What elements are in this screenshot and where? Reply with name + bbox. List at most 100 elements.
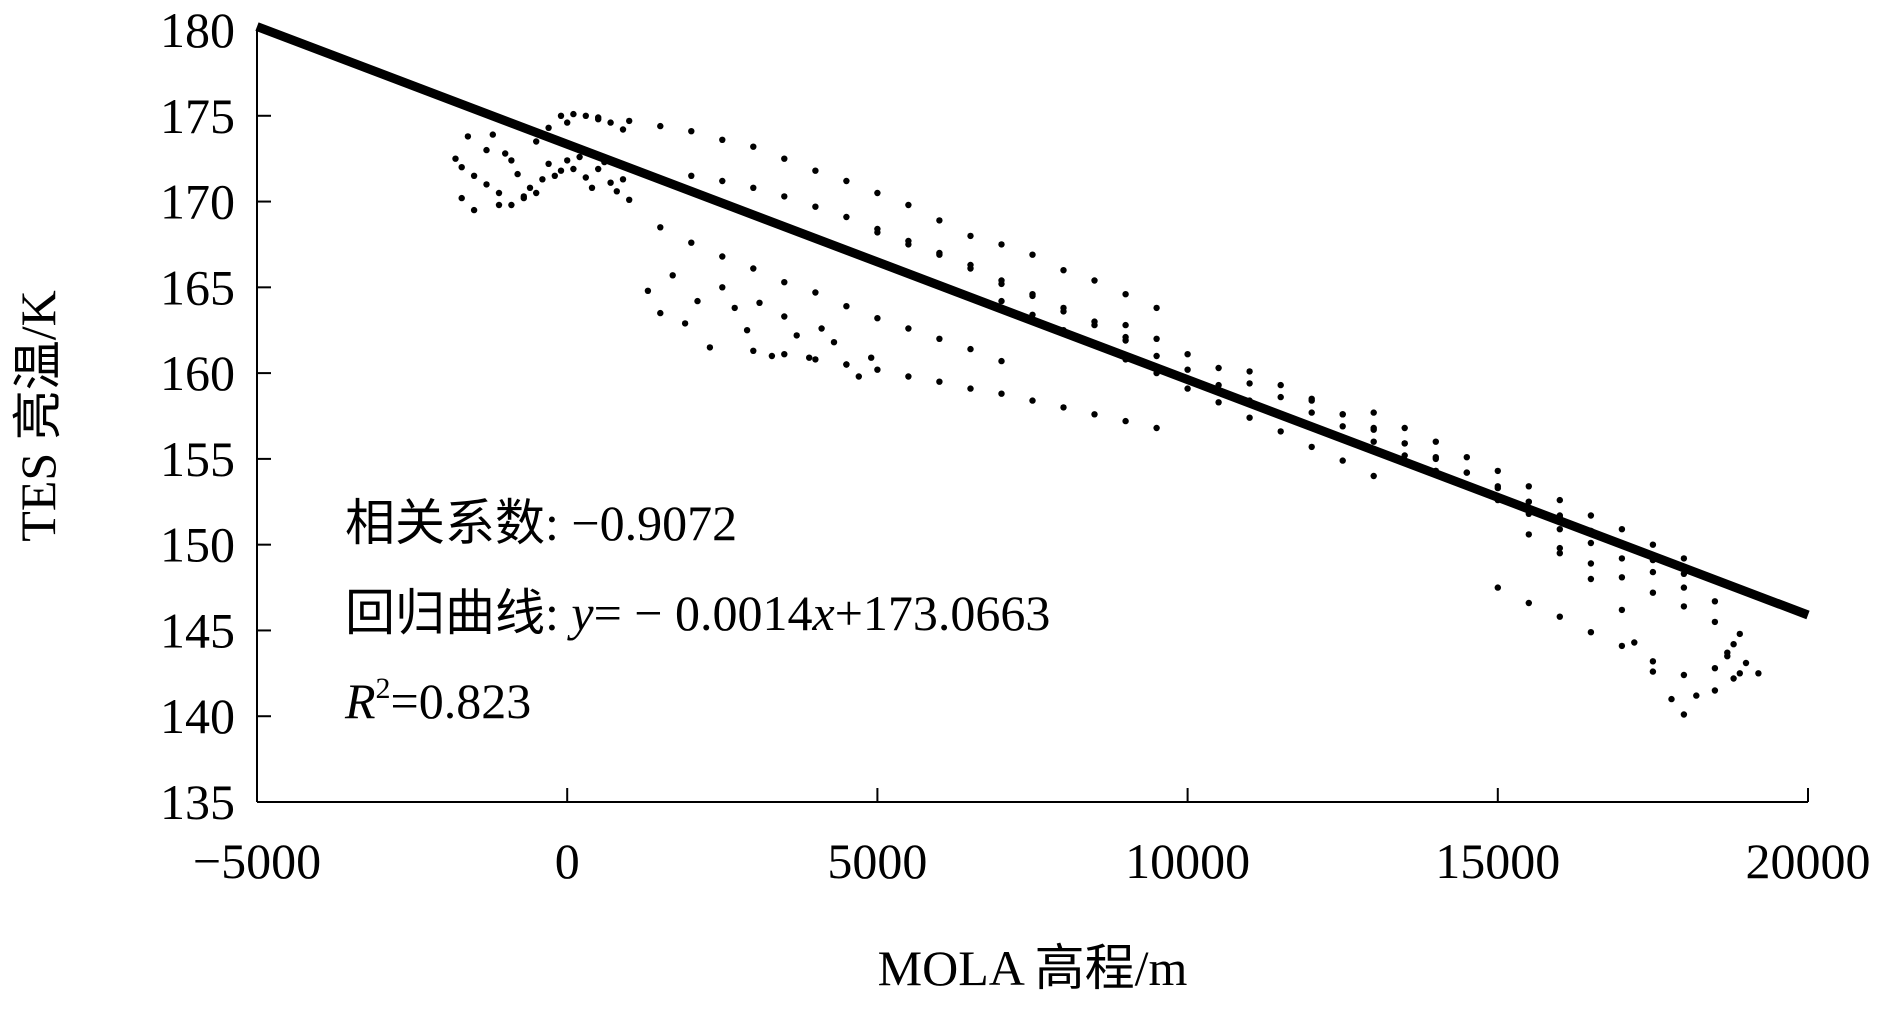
data-point <box>1680 711 1688 718</box>
correlation-annotation: 相关系数: −0.9072 <box>345 495 737 551</box>
data-point <box>793 332 800 339</box>
data-point <box>905 241 912 248</box>
data-point <box>1618 555 1626 562</box>
fit-label: 回归曲线: <box>345 585 571 641</box>
data-point <box>1370 472 1377 480</box>
data-point <box>619 176 627 183</box>
data-point <box>657 224 664 231</box>
data-point <box>1494 467 1502 475</box>
correlation-value: −0.9072 <box>571 495 737 551</box>
data-point <box>868 354 875 361</box>
fit-x-var: x <box>812 585 835 641</box>
data-point <box>613 188 620 195</box>
data-point <box>514 170 521 178</box>
data-point <box>551 172 558 179</box>
data-point <box>1277 428 1284 435</box>
data-point <box>588 184 596 191</box>
data-point <box>936 335 943 342</box>
data-point <box>1730 675 1737 682</box>
data-point <box>1463 454 1471 461</box>
data-point <box>1246 414 1253 421</box>
y-tick-label: 155 <box>160 431 235 487</box>
data-point <box>1184 385 1191 392</box>
data-point <box>557 112 565 120</box>
data-point <box>1736 630 1744 638</box>
y-tick-label: 175 <box>160 88 235 144</box>
data-point <box>545 124 552 131</box>
data-point <box>576 153 583 161</box>
data-point <box>526 184 534 191</box>
data-point <box>1401 424 1408 432</box>
data-point <box>874 189 881 197</box>
data-point <box>874 315 881 322</box>
data-point <box>998 280 1005 288</box>
r2-superscript: 2 <box>376 672 391 705</box>
data-point <box>582 174 589 181</box>
y-tick-label: 135 <box>160 774 235 830</box>
data-point <box>1556 496 1564 504</box>
data-point <box>502 150 509 157</box>
data-point <box>1339 457 1346 464</box>
data-point <box>1680 603 1688 610</box>
data-point <box>1668 695 1675 703</box>
y-tick-label: 150 <box>160 517 235 573</box>
data-point <box>1556 526 1564 533</box>
data-point <box>731 304 738 312</box>
data-point <box>781 155 788 162</box>
y-tick-label: 180 <box>160 2 235 58</box>
data-point <box>830 339 838 346</box>
data-point <box>1649 589 1657 596</box>
data-point <box>1308 443 1315 451</box>
data-point <box>967 265 974 272</box>
data-point <box>570 110 577 118</box>
data-point <box>557 167 565 174</box>
x-tick-label: 20000 <box>1746 833 1871 889</box>
data-point <box>743 327 751 334</box>
data-point <box>967 232 974 240</box>
data-point <box>657 122 664 130</box>
data-point <box>1432 454 1440 461</box>
data-point <box>936 217 943 224</box>
data-point <box>812 356 819 363</box>
data-point <box>1246 368 1253 375</box>
data-point <box>781 193 788 200</box>
data-point <box>719 177 726 185</box>
data-point <box>998 357 1005 365</box>
data-point <box>1556 544 1564 552</box>
data-point <box>458 164 465 171</box>
data-point <box>750 347 757 354</box>
data-point <box>1060 267 1067 274</box>
y-tick-label: 145 <box>160 602 235 658</box>
data-points <box>452 109 1762 718</box>
data-point <box>1587 575 1595 583</box>
data-point <box>1556 613 1564 620</box>
data-point <box>1060 308 1067 315</box>
x-tick-label: 10000 <box>1125 833 1250 889</box>
data-point <box>1153 335 1160 342</box>
y-tick-label: 160 <box>160 345 235 401</box>
data-point <box>483 181 490 188</box>
data-point <box>768 352 776 360</box>
data-point <box>470 206 478 214</box>
data-point <box>1587 629 1595 636</box>
data-point <box>688 172 695 179</box>
regression-annotation: 回归曲线: y= − 0.0014x+173.0663 <box>345 585 1050 641</box>
regression-line <box>255 22 1810 620</box>
data-point <box>806 354 813 361</box>
data-point <box>1091 321 1098 329</box>
data-point <box>1680 671 1688 679</box>
data-point <box>843 361 850 368</box>
data-point <box>1153 304 1160 312</box>
data-point <box>595 165 602 173</box>
data-point <box>582 112 589 120</box>
data-point <box>1463 469 1471 476</box>
data-point <box>595 114 602 121</box>
data-point <box>781 351 788 358</box>
data-point <box>1494 483 1502 490</box>
data-point <box>508 201 515 209</box>
axes <box>256 29 1809 803</box>
data-point <box>607 119 614 126</box>
data-point <box>607 179 614 186</box>
data-point <box>694 297 701 305</box>
data-point <box>1277 393 1284 401</box>
